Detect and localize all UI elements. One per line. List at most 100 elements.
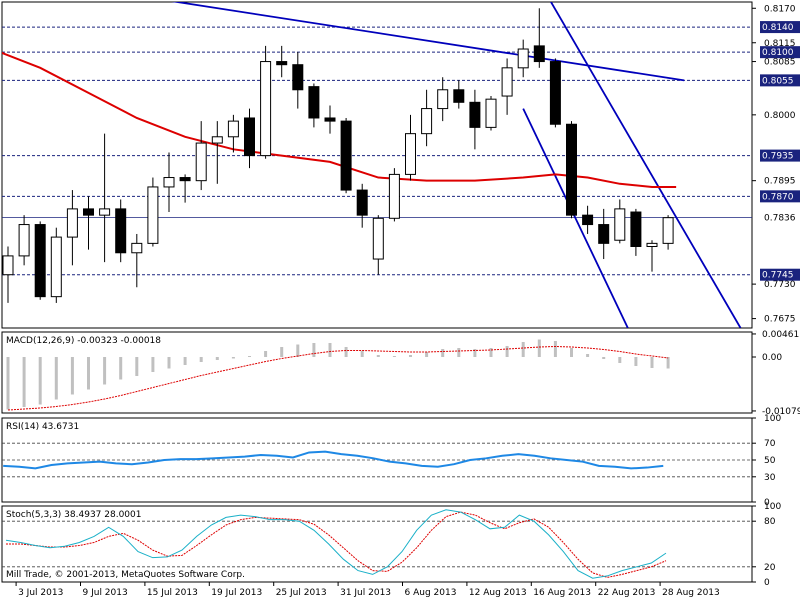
level-label-box <box>760 268 800 281</box>
copyright-text: Mill Trade, © 2001-2013, MetaQuotes Soft… <box>6 570 245 580</box>
price-tick-label: 0.8000 <box>764 111 796 121</box>
macd-bar <box>553 341 557 357</box>
rsi-panel: RSI(14) 43.6731 100 70 50 30 0 <box>1 414 781 508</box>
candle-bull <box>195 142 207 182</box>
price-tick-label: 0.7675 <box>764 315 796 325</box>
candle-bull <box>163 177 175 188</box>
level-label: 0.8055 <box>762 76 794 86</box>
macd-panel: MACD(12,26,9) -0.00323 -0.00018 0.00461 0.… <box>1 330 800 417</box>
macd-bar <box>409 355 412 357</box>
stoch-tick-label: 100 <box>764 502 781 512</box>
macd-bar <box>151 357 155 372</box>
time-tick-label: 16 Aug 2013 <box>533 588 591 598</box>
macd-bar <box>22 357 26 407</box>
macd-bar <box>521 342 525 357</box>
macd-bar <box>70 357 74 395</box>
time-tick-label: 19 Jul 2013 <box>211 588 262 598</box>
macd-bar <box>231 357 235 359</box>
candle-bull <box>437 89 449 110</box>
macd-bar <box>425 352 429 357</box>
time-tick-label: 25 Jul 2013 <box>276 588 327 598</box>
candle-bull <box>501 67 513 97</box>
candle-bear <box>598 224 610 244</box>
time-tick-label: 28 Aug 2013 <box>662 588 720 598</box>
level-label: 0.8140 <box>762 23 794 33</box>
rsi-line <box>3 450 664 470</box>
macd-bar <box>167 357 171 369</box>
level-label-box <box>760 46 800 59</box>
candle-bear <box>630 211 642 247</box>
stoch-title: Stoch(5,3,3) 38.4937 28.0001 <box>6 510 141 520</box>
candle-bull <box>260 61 272 157</box>
candle-bull <box>372 217 384 260</box>
macd-bar <box>360 351 364 357</box>
level-label: 0.7745 <box>762 271 794 281</box>
candle-bear <box>34 224 46 298</box>
level-label-box <box>760 74 800 87</box>
candle-bear <box>324 117 336 122</box>
macd-tick-label: 0.00 <box>762 353 782 363</box>
macd-bar <box>199 357 203 362</box>
macd-bar <box>87 357 90 390</box>
candle-bear <box>308 86 320 119</box>
candle-bull <box>227 120 239 138</box>
candle-bear <box>356 189 368 216</box>
level-label-box <box>760 149 800 162</box>
candle-bull <box>18 224 30 257</box>
time-tick-label: 12 Aug 2013 <box>469 588 527 598</box>
current-price-label: 0.7836 <box>764 214 796 224</box>
candle-bear <box>244 117 255 157</box>
time-tick-label: 31 Jul 2013 <box>340 588 391 598</box>
candle-bear <box>115 208 127 254</box>
macd-title: MACD(12,26,9) -0.00323 -0.00018 <box>6 336 161 346</box>
channel-line <box>171 2 685 82</box>
time-tick-label: 9 Jul 2013 <box>83 588 128 598</box>
level-label: 0.7870 <box>762 192 794 202</box>
channel-line <box>522 108 629 328</box>
candle-bull <box>646 242 658 248</box>
stoch-tick-label: 80 <box>764 517 776 527</box>
macd-bar <box>505 346 509 357</box>
time-tick-label: 22 Aug 2013 <box>598 588 656 598</box>
candle-bull <box>147 186 159 244</box>
candle-bull <box>131 242 143 254</box>
candle-bull <box>405 133 416 175</box>
candle-bear <box>276 61 288 66</box>
macd-bar <box>650 357 654 368</box>
macd-bar <box>215 357 219 360</box>
price-tick-label: 0.7895 <box>764 177 796 187</box>
time-axis: 3 Jul 2013 9 Jul 2013 15 Jul 2013 19 Jul 20… <box>15 582 720 598</box>
rsi-tick-label: 100 <box>764 414 781 424</box>
rsi-tick-label: 50 <box>764 456 776 466</box>
macd-bar <box>135 357 139 376</box>
level-label-box <box>760 190 800 203</box>
macd-bar <box>376 355 380 357</box>
macd-bar <box>103 357 107 385</box>
candle-bull <box>614 208 626 241</box>
macd-bar <box>586 354 590 357</box>
candle-bear <box>566 123 577 216</box>
macd-bar <box>280 347 284 357</box>
macd-bar <box>312 343 316 357</box>
price-plot-area <box>2 2 742 328</box>
candle-bear <box>292 64 304 91</box>
candle-bear <box>469 101 481 128</box>
macd-bar <box>6 357 10 410</box>
sma-line <box>2 51 677 188</box>
candle-bear <box>533 45 545 63</box>
macd-bar <box>183 357 187 365</box>
price-tick-label: 0.8085 <box>764 58 796 68</box>
time-tick-label: 15 Jul 2013 <box>147 588 198 598</box>
rsi-tick-label: 70 <box>764 439 776 449</box>
level-label-box <box>760 21 800 34</box>
stoch-signal-line <box>6 511 667 578</box>
candle-bear <box>582 214 594 226</box>
macd-bar <box>248 356 251 357</box>
macd-bar <box>392 356 396 357</box>
candle-bull <box>211 136 223 144</box>
candle-bull <box>388 173 400 219</box>
macd-bar <box>489 348 493 357</box>
macd-tick-label: -0.01079 <box>762 407 800 417</box>
candle-bull <box>662 217 674 244</box>
macd-panel-frame <box>1 331 753 414</box>
